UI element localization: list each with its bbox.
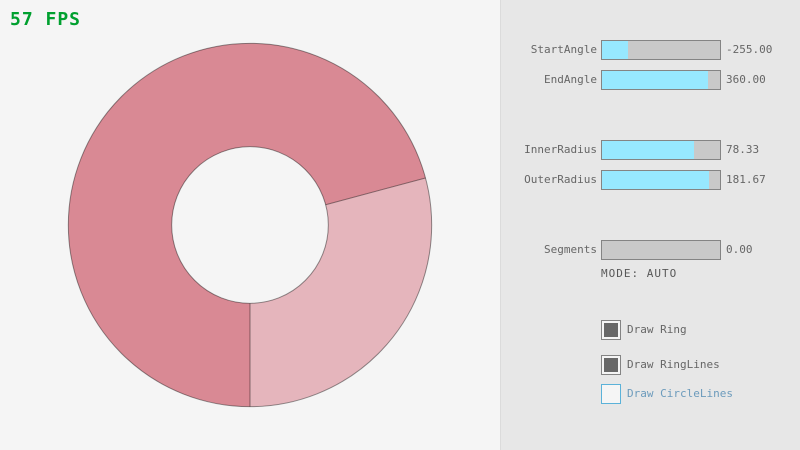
check-mark: [604, 358, 618, 372]
slider-endangle-fill: [602, 71, 709, 89]
checkbox-draw-ringlines-label: Draw RingLines: [627, 358, 720, 371]
fps-counter: 57 FPS: [10, 9, 82, 30]
slider-outerradius-fill: [602, 171, 710, 189]
check-mark: [604, 323, 618, 337]
checkbox-draw-ringlines: Draw RingLines: [601, 355, 720, 375]
checkbox-draw-circlelines-label: Draw CircleLines: [627, 387, 733, 400]
slider-startangle-fill: [602, 41, 628, 59]
slider-innerradius-value: 78.33: [726, 143, 760, 156]
ring-inner-outline: [171, 146, 329, 304]
slider-outerradius: OuterRadius 181.67: [501, 170, 800, 190]
ring-canvas: [67, 42, 433, 408]
ring-sector-dark: [68, 43, 426, 407]
checkbox-draw-circlelines: Draw CircleLines: [601, 384, 733, 404]
slider-segments-value: 0.00: [726, 243, 753, 256]
slider-endangle-value: 360.00: [726, 73, 766, 86]
slider-segments-bar[interactable]: [601, 240, 721, 260]
slider-endangle: EndAngle 360.00: [501, 70, 800, 90]
checkbox-draw-ring: Draw Ring: [601, 320, 687, 340]
segments-mode-label: MODE: AUTO: [601, 267, 678, 280]
slider-segments-label: Segments: [544, 243, 597, 256]
checkbox-draw-ringlines-box[interactable]: [601, 355, 621, 375]
checkbox-draw-ring-box[interactable]: [601, 320, 621, 340]
ring-outer-outline: [67, 42, 433, 408]
slider-endangle-bar[interactable]: [601, 70, 721, 90]
slider-endangle-label: EndAngle: [544, 73, 597, 86]
checkbox-draw-ring-label: Draw Ring: [627, 323, 687, 336]
slider-innerradius-fill: [602, 141, 695, 159]
slider-outerradius-value: 181.67: [726, 173, 766, 186]
slider-innerradius-label: InnerRadius: [524, 143, 597, 156]
slider-startangle-label: StartAngle: [530, 43, 597, 56]
slider-innerradius: InnerRadius 78.33: [501, 140, 800, 160]
slider-startangle-value: -255.00: [726, 43, 773, 56]
slider-startangle-bar[interactable]: [601, 40, 721, 60]
slider-segments: Segments 0.00: [501, 240, 800, 260]
controls-panel: StartAngle -255.00 EndAngle 360.00 Inner…: [500, 0, 800, 450]
slider-innerradius-bar[interactable]: [601, 140, 721, 160]
slider-outerradius-label: OuterRadius: [524, 173, 597, 186]
ring-sector-light: [250, 177, 432, 407]
slider-startangle: StartAngle -255.00: [501, 40, 800, 60]
slider-outerradius-bar[interactable]: [601, 170, 721, 190]
checkbox-draw-circlelines-box[interactable]: [601, 384, 621, 404]
ring-radial-line: [325, 177, 426, 206]
